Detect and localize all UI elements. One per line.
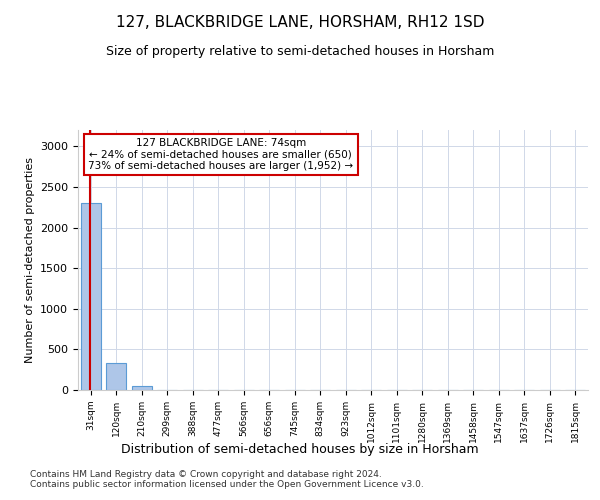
Text: 127 BLACKBRIDGE LANE: 74sqm
← 24% of semi-detached houses are smaller (650)
73% : 127 BLACKBRIDGE LANE: 74sqm ← 24% of sem… xyxy=(88,138,353,171)
Text: Contains HM Land Registry data © Crown copyright and database right 2024.
Contai: Contains HM Land Registry data © Crown c… xyxy=(30,470,424,490)
Y-axis label: Number of semi-detached properties: Number of semi-detached properties xyxy=(25,157,35,363)
Text: 127, BLACKBRIDGE LANE, HORSHAM, RH12 1SD: 127, BLACKBRIDGE LANE, HORSHAM, RH12 1SD xyxy=(116,15,484,30)
Bar xyxy=(80,203,101,390)
Text: Size of property relative to semi-detached houses in Horsham: Size of property relative to semi-detach… xyxy=(106,45,494,58)
Text: Distribution of semi-detached houses by size in Horsham: Distribution of semi-detached houses by … xyxy=(121,442,479,456)
Bar xyxy=(106,363,127,390)
Bar xyxy=(131,386,152,390)
